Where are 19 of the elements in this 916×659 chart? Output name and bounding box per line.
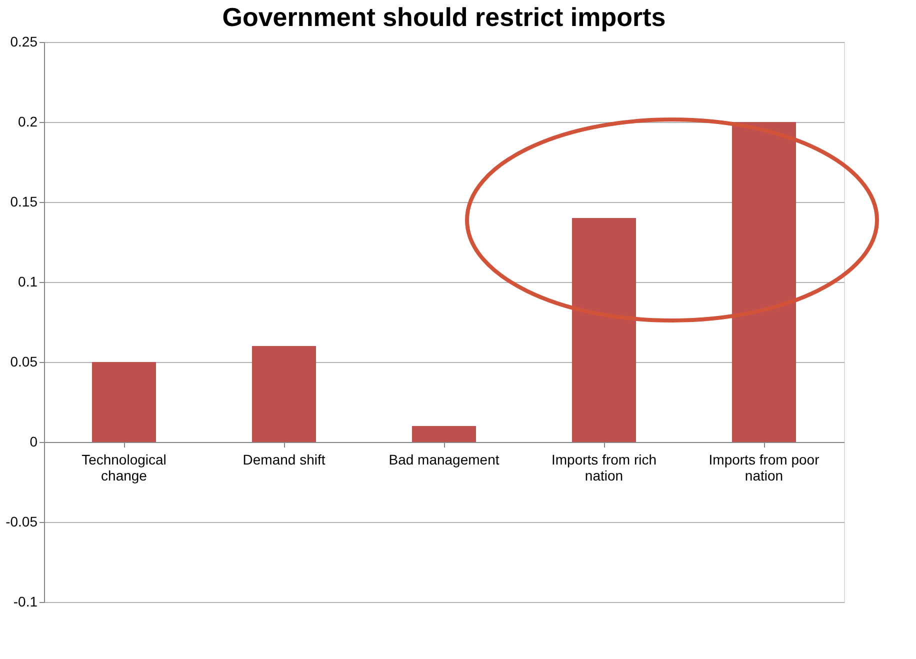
bar — [572, 218, 636, 442]
y-tick-label: 0 — [30, 434, 38, 450]
bar — [252, 346, 316, 442]
y-tick-label: 0.05 — [10, 354, 38, 370]
x-tick-label: Technological change — [82, 452, 166, 484]
x-tick-label: Imports from poor nation — [708, 452, 820, 484]
y-tick-label: 0.25 — [10, 34, 38, 50]
bar — [412, 426, 476, 442]
x-tick-label: Bad management — [388, 452, 500, 468]
x-tick-label: Demand shift — [242, 452, 326, 468]
y-tick-label: 0.1 — [18, 274, 38, 290]
y-tick-label: -0.05 — [6, 514, 38, 530]
bar — [732, 122, 796, 442]
y-tick-label: 0.15 — [10, 194, 38, 210]
bar — [92, 362, 156, 442]
x-tick-label: Imports from rich nation — [551, 452, 657, 484]
y-tick-label: -0.1 — [13, 594, 38, 610]
chart-title: Government should restrict imports — [222, 2, 666, 32]
y-tick-label: 0.2 — [18, 114, 38, 130]
